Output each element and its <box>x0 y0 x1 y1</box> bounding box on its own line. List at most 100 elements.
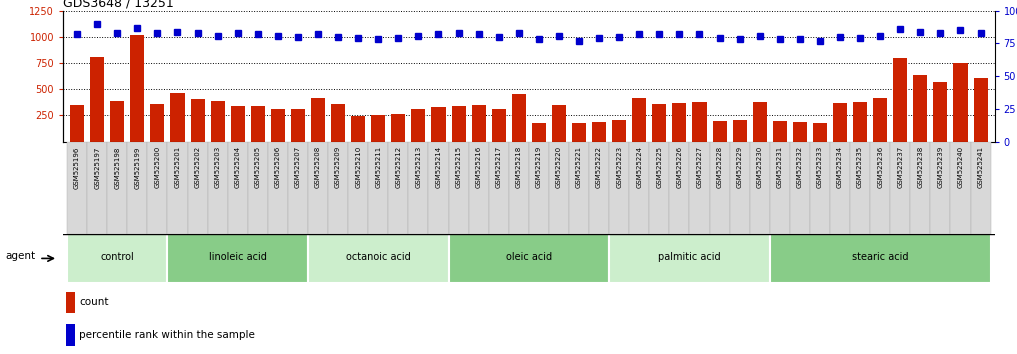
Bar <box>532 123 546 142</box>
Text: GSM525224: GSM525224 <box>637 146 643 188</box>
Bar <box>168 142 187 234</box>
Bar <box>127 142 147 234</box>
Bar <box>66 324 75 346</box>
Bar <box>448 234 609 283</box>
Bar <box>529 142 549 234</box>
Bar <box>833 103 847 142</box>
Bar <box>151 104 165 142</box>
Bar <box>693 102 707 142</box>
Text: agent: agent <box>5 251 36 261</box>
Text: GSM525216: GSM525216 <box>476 146 482 188</box>
Bar <box>793 122 806 142</box>
Bar <box>67 142 87 234</box>
Bar <box>308 142 328 234</box>
Bar <box>332 104 345 142</box>
Bar <box>412 109 425 142</box>
Bar <box>753 102 767 142</box>
Bar <box>589 142 609 234</box>
Bar <box>207 142 228 234</box>
Text: GSM525232: GSM525232 <box>797 146 802 188</box>
Bar <box>291 109 305 142</box>
Bar <box>431 107 445 142</box>
Text: GSM525239: GSM525239 <box>938 146 944 188</box>
Bar <box>973 78 988 142</box>
Bar <box>130 35 144 142</box>
Text: GSM525212: GSM525212 <box>396 146 402 188</box>
Text: GSM525208: GSM525208 <box>315 146 321 188</box>
Bar <box>552 105 566 142</box>
Bar <box>690 142 710 234</box>
Text: GSM525225: GSM525225 <box>656 146 662 188</box>
Text: GSM525217: GSM525217 <box>495 146 501 188</box>
Bar <box>107 142 127 234</box>
Text: GSM525228: GSM525228 <box>717 146 722 188</box>
Bar <box>388 142 409 234</box>
Text: GSM525234: GSM525234 <box>837 146 843 188</box>
Text: GSM525215: GSM525215 <box>456 146 462 188</box>
Bar <box>271 109 285 142</box>
Text: GSM525221: GSM525221 <box>576 146 582 188</box>
Bar <box>472 105 486 142</box>
Bar <box>228 142 248 234</box>
Bar <box>850 142 871 234</box>
Text: GSM525229: GSM525229 <box>736 146 742 188</box>
Bar <box>187 142 207 234</box>
Bar <box>469 142 489 234</box>
Bar <box>732 120 746 142</box>
Text: GSM525205: GSM525205 <box>255 146 260 188</box>
Bar <box>954 63 967 142</box>
Bar <box>171 93 184 142</box>
Text: GSM525198: GSM525198 <box>114 146 120 189</box>
Bar <box>67 234 168 283</box>
Bar <box>491 109 505 142</box>
Text: GSM525230: GSM525230 <box>757 146 763 188</box>
Bar <box>609 234 770 283</box>
Bar <box>248 142 267 234</box>
Bar <box>288 142 308 234</box>
Text: GSM525220: GSM525220 <box>556 146 562 188</box>
Bar <box>652 104 666 142</box>
Bar <box>729 142 750 234</box>
Bar <box>267 142 288 234</box>
Bar <box>970 142 991 234</box>
Bar <box>508 142 529 234</box>
Bar <box>951 142 970 234</box>
Bar <box>630 142 649 234</box>
Bar <box>70 105 84 142</box>
Bar <box>368 142 388 234</box>
Bar <box>91 57 104 142</box>
Text: GSM525236: GSM525236 <box>878 146 883 188</box>
Bar <box>710 142 729 234</box>
Bar <box>773 121 787 142</box>
Text: GSM525201: GSM525201 <box>175 146 180 188</box>
Bar <box>910 142 931 234</box>
Text: GSM525197: GSM525197 <box>95 146 101 189</box>
Bar <box>328 142 348 234</box>
Bar <box>190 99 204 142</box>
Bar <box>713 121 726 142</box>
Bar <box>147 142 168 234</box>
Bar <box>592 122 606 142</box>
Bar <box>448 142 469 234</box>
Text: percentile rank within the sample: percentile rank within the sample <box>79 330 255 340</box>
Bar <box>853 102 868 142</box>
Text: GSM525223: GSM525223 <box>616 146 622 188</box>
Bar <box>512 94 526 142</box>
Bar <box>871 142 890 234</box>
Text: GSM525209: GSM525209 <box>336 146 341 188</box>
Text: GDS3648 / 13251: GDS3648 / 13251 <box>63 0 174 10</box>
Bar <box>913 75 928 142</box>
Text: GSM525214: GSM525214 <box>435 146 441 188</box>
Text: stearic acid: stearic acid <box>852 252 908 262</box>
Bar <box>893 58 907 142</box>
Text: GSM525219: GSM525219 <box>536 146 542 188</box>
Text: GSM525241: GSM525241 <box>977 146 983 188</box>
Text: GSM525210: GSM525210 <box>355 146 361 188</box>
Text: GSM525240: GSM525240 <box>957 146 963 188</box>
Bar <box>609 142 630 234</box>
Text: octanoic acid: octanoic acid <box>346 252 411 262</box>
Text: GSM525231: GSM525231 <box>777 146 783 188</box>
Bar <box>168 234 308 283</box>
Text: GSM525213: GSM525213 <box>415 146 421 188</box>
Text: GSM525218: GSM525218 <box>516 146 522 188</box>
